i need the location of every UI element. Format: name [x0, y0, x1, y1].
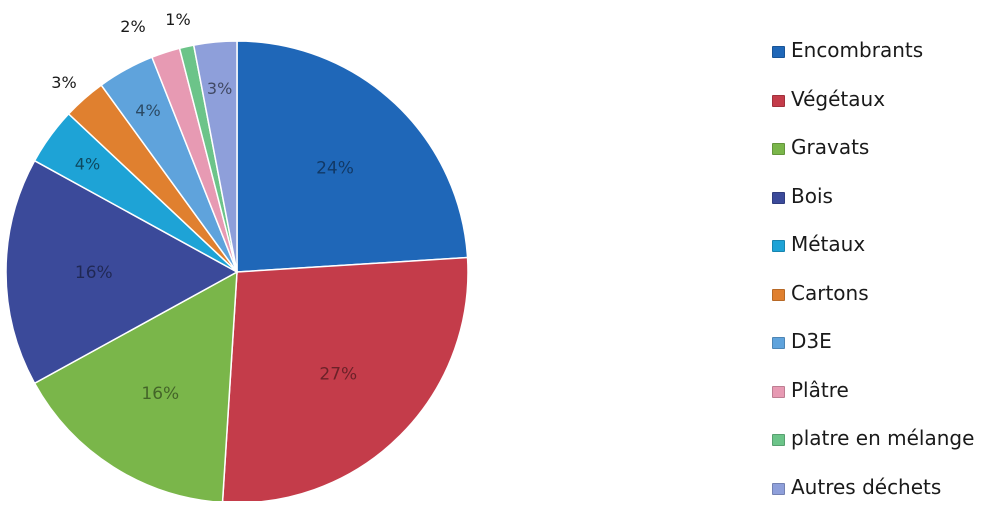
- legend-label: Gravats: [791, 135, 869, 159]
- legend-label: D3E: [791, 329, 832, 353]
- legend-item: Encombrants: [772, 38, 974, 87]
- legend-label: Cartons: [791, 281, 869, 305]
- legend-swatch: [772, 386, 785, 398]
- legend-swatch: [772, 240, 785, 252]
- legend-label: Bois: [791, 184, 833, 208]
- data-label: 16%: [75, 263, 113, 283]
- data-label: 27%: [319, 364, 357, 384]
- legend-label: Métaux: [791, 232, 865, 256]
- legend-item: Bois: [772, 184, 974, 233]
- data-label: 1%: [165, 10, 190, 29]
- legend-swatch: [772, 95, 785, 107]
- legend-swatch: [772, 289, 785, 301]
- legend-swatch: [772, 483, 785, 495]
- legend-item: Métaux: [772, 232, 974, 281]
- legend-item: D3E: [772, 329, 974, 378]
- data-label: 4%: [75, 154, 100, 173]
- legend-item: Plâtre: [772, 378, 974, 427]
- legend-swatch: [772, 337, 785, 349]
- legend-item: Végétaux: [772, 87, 974, 136]
- legend-swatch: [772, 46, 785, 58]
- legend-item: Cartons: [772, 281, 974, 330]
- legend: Encombrants Végétaux Gravats Bois Métaux Cart…: [772, 38, 974, 523]
- legend-swatch: [772, 143, 785, 155]
- data-label: 4%: [135, 101, 160, 120]
- data-label: 3%: [51, 73, 76, 92]
- legend-item: Autres déchets: [772, 475, 974, 523]
- legend-label: Plâtre: [791, 378, 849, 402]
- legend-swatch: [772, 434, 785, 446]
- legend-swatch: [772, 192, 785, 204]
- legend-label: platre en mélange: [791, 426, 974, 450]
- data-label: 3%: [207, 79, 232, 98]
- data-label: 24%: [316, 159, 354, 179]
- data-label: 16%: [141, 384, 179, 404]
- data-label: 2%: [120, 17, 145, 36]
- legend-label: Encombrants: [791, 38, 923, 62]
- pie-slice-encombrants: [237, 41, 468, 272]
- legend-label: Végétaux: [791, 87, 885, 111]
- legend-item: platre en mélange: [772, 426, 974, 475]
- legend-label: Autres déchets: [791, 475, 941, 499]
- legend-item: Gravats: [772, 135, 974, 184]
